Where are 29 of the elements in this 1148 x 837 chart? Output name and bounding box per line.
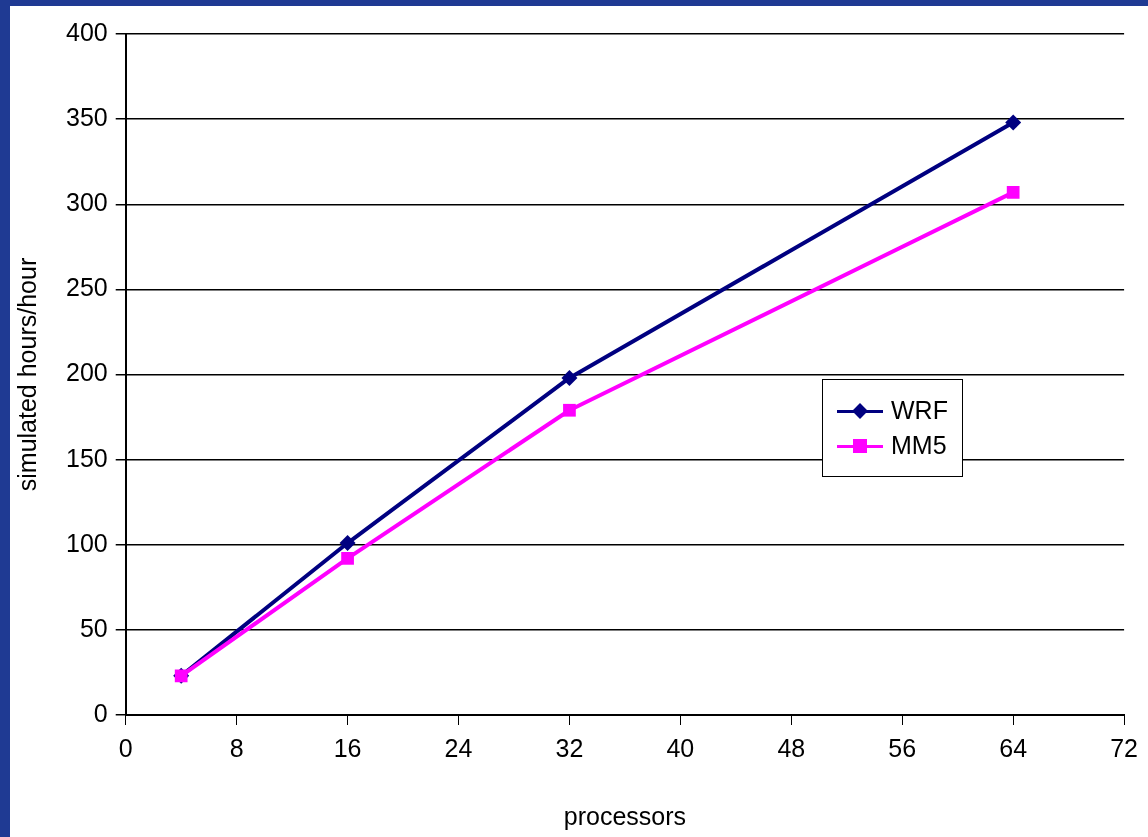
y-tick-label: 350 <box>65 103 108 132</box>
point <box>563 403 576 417</box>
x-tick-label: 24 <box>444 733 473 762</box>
x-axis-title: processors <box>563 801 687 830</box>
legend-label: WRF <box>891 396 948 425</box>
x-tick-label: 16 <box>333 733 362 762</box>
x-tick-label: 64 <box>999 733 1028 762</box>
x-tick-label: 32 <box>555 733 584 762</box>
y-tick-label: 300 <box>65 188 108 217</box>
x-tick-label: 8 <box>229 733 244 762</box>
x-tick-label: 48 <box>777 733 806 762</box>
y-tick-label: 250 <box>65 273 108 302</box>
x-tick-label: 0 <box>118 733 133 762</box>
point <box>561 369 578 386</box>
x-tick-label: 40 <box>666 733 695 762</box>
point <box>1005 114 1022 131</box>
y-axis-title: simulated hours/hour <box>12 257 41 492</box>
y-tick-label: 150 <box>65 443 108 472</box>
y-tick-label: 0 <box>93 698 108 727</box>
x-tick-label: 72 <box>1110 733 1138 762</box>
legend-label: MM5 <box>891 431 947 460</box>
y-tick-label: 200 <box>65 358 108 387</box>
y-tick-label: 50 <box>79 613 108 642</box>
point <box>341 552 354 565</box>
y-tick-label: 100 <box>65 528 108 557</box>
point <box>1006 185 1020 199</box>
point <box>339 535 356 552</box>
y-tick-label: 400 <box>65 17 108 46</box>
x-tick-label: 56 <box>888 733 917 762</box>
